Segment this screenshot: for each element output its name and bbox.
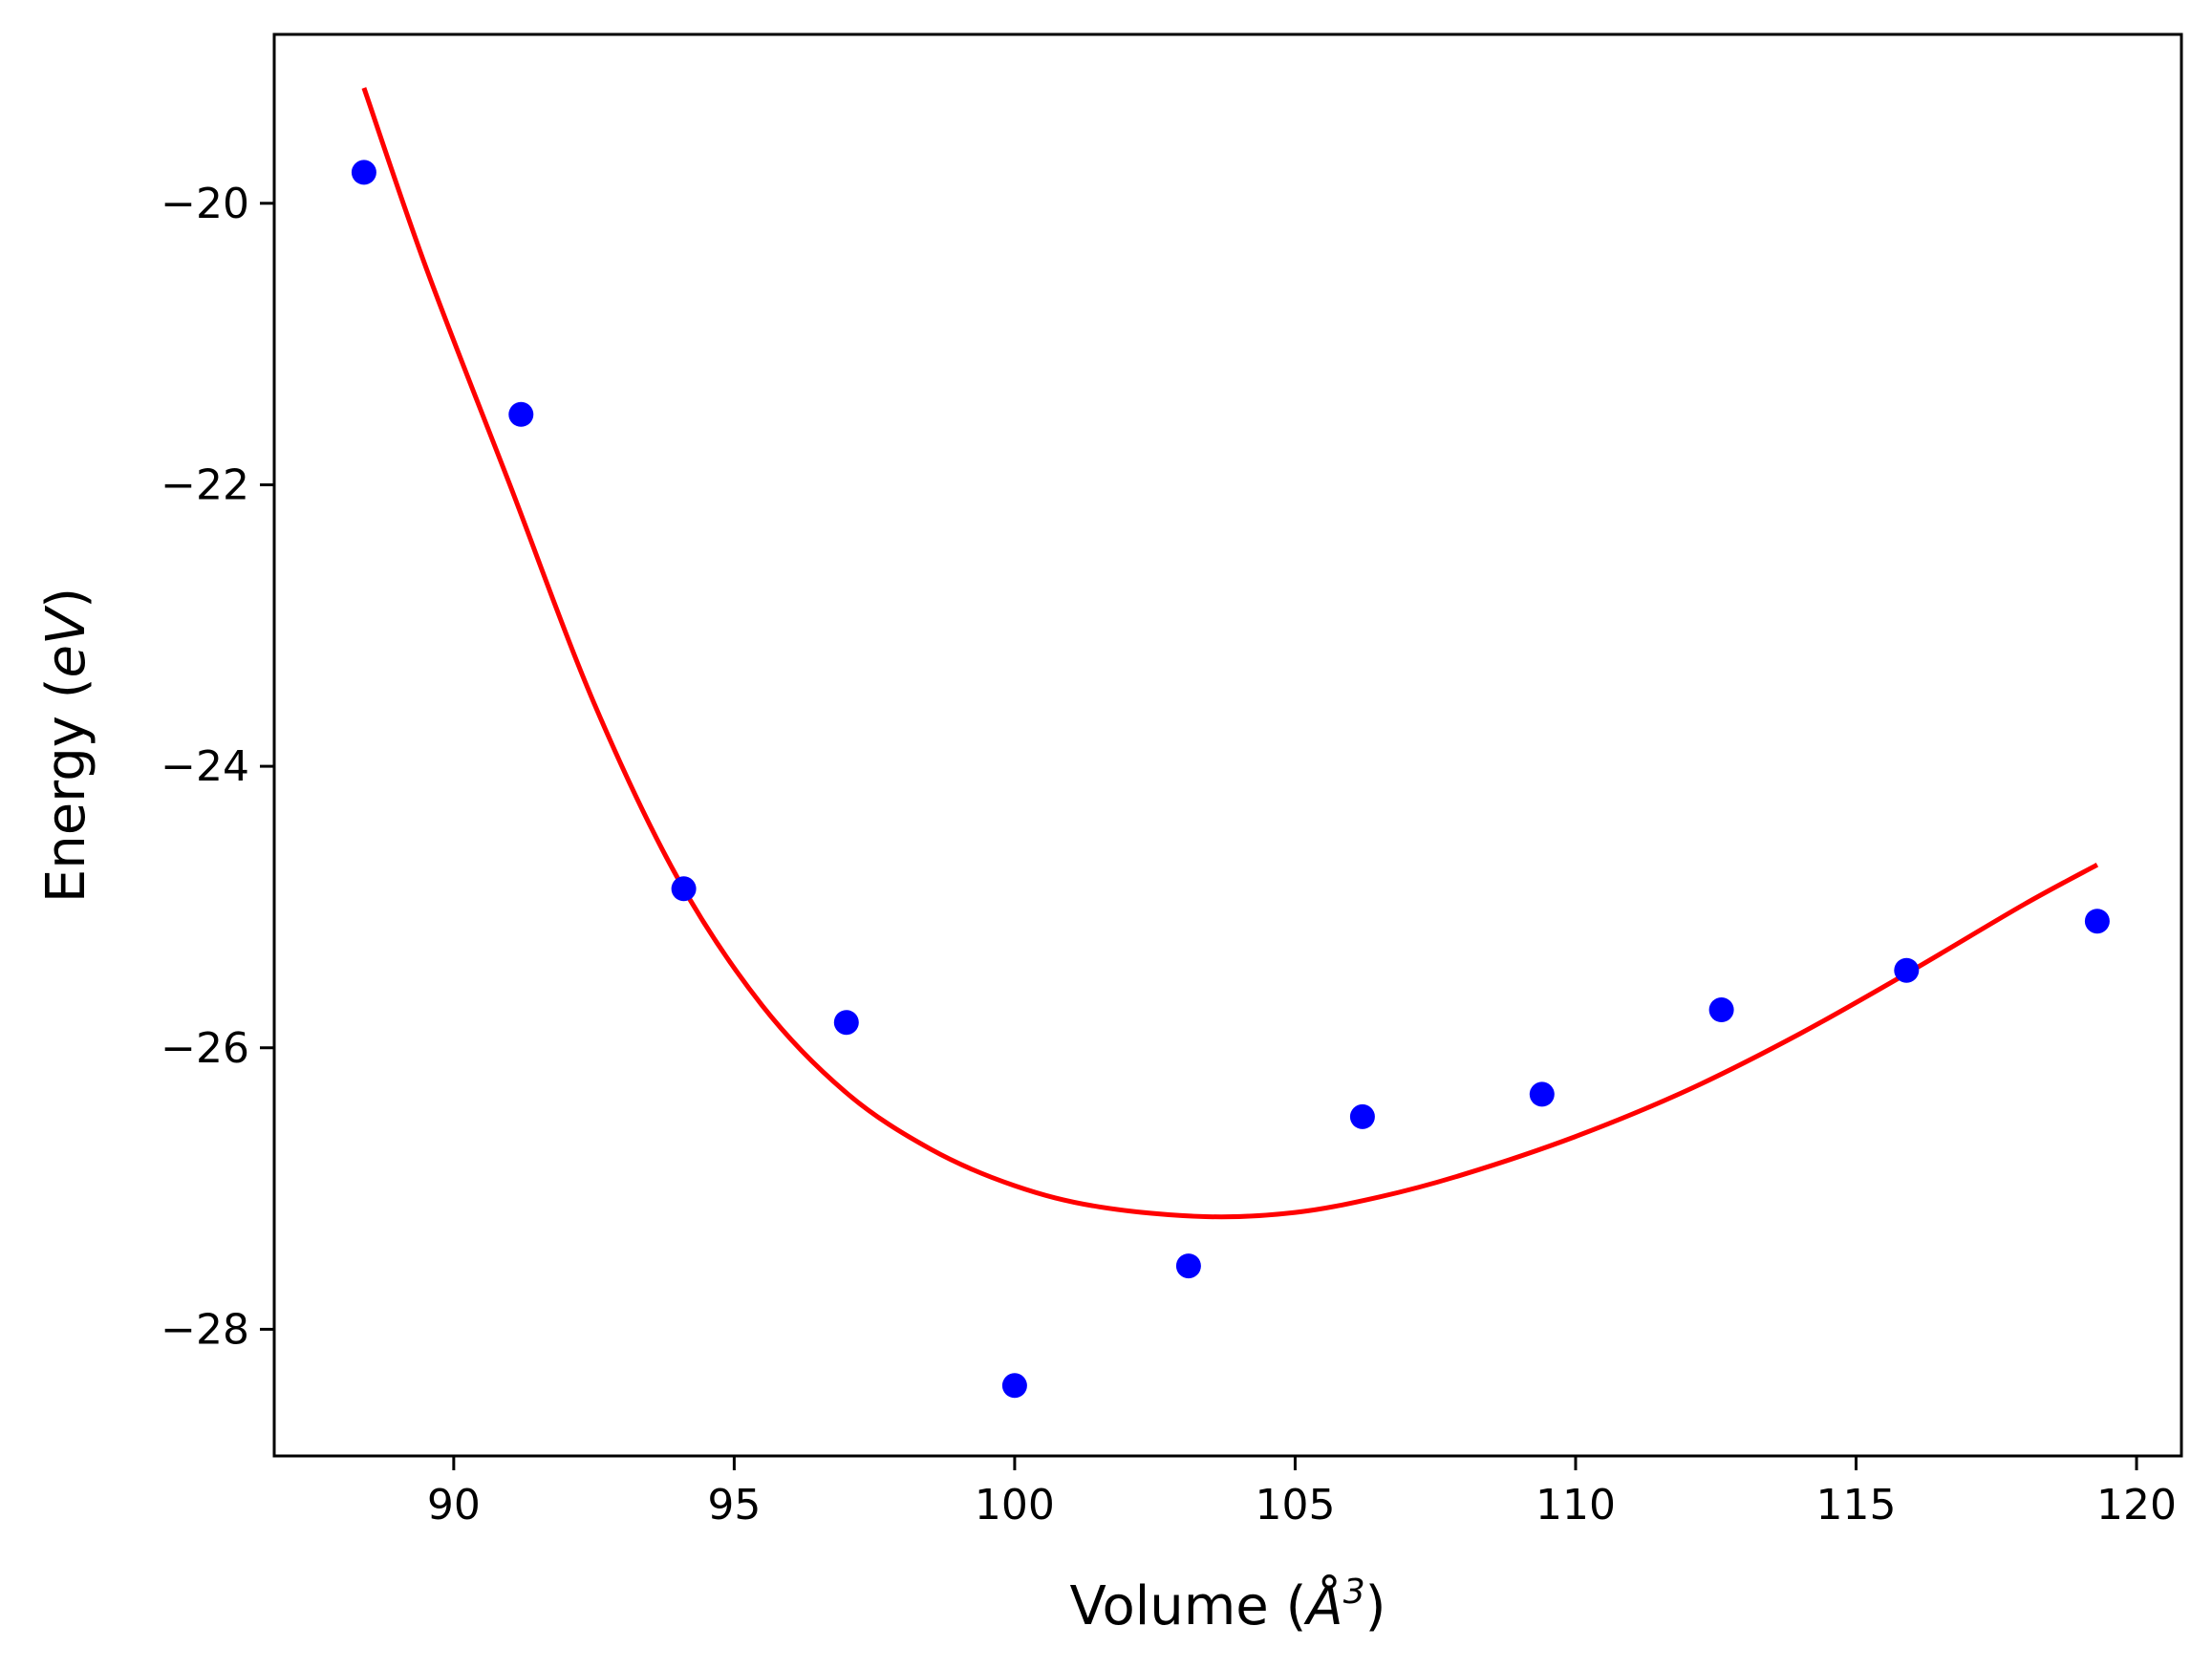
- data-point: [1529, 1081, 1555, 1107]
- data-point: [1175, 1253, 1201, 1279]
- y-tick-label: −20: [161, 180, 249, 228]
- data-point: [671, 876, 697, 902]
- x-axis-ticks: 90 95 100 105 110 115 120: [427, 1456, 2177, 1530]
- data-point: [2084, 909, 2110, 934]
- plot-frame: [272, 32, 2183, 1458]
- data-point: [1001, 1373, 1027, 1399]
- x-axis-label: Volume (Å3): [1069, 1573, 1385, 1637]
- y-tick-label: −28: [161, 1305, 249, 1354]
- data-point: [1708, 997, 1734, 1022]
- fit-curve: [361, 87, 2099, 1220]
- x-tick-label: 100: [975, 1481, 1055, 1530]
- x-tick-label: 110: [1536, 1481, 1616, 1530]
- data-point: [508, 401, 534, 427]
- y-tick-label: −24: [161, 742, 249, 791]
- fit-curve-layer: [361, 87, 2099, 1220]
- y-axis-ticks: −20 −22 −24 −26 −28: [161, 180, 274, 1354]
- data-point: [1349, 1103, 1375, 1129]
- y-axis-label: Energy (eV): [35, 588, 97, 903]
- y-tick-label: −22: [161, 460, 249, 509]
- data-point: [1894, 957, 1920, 983]
- data-point: [833, 1010, 859, 1036]
- x-tick-label: 105: [1255, 1481, 1335, 1530]
- x-tick-label: 120: [2096, 1481, 2177, 1530]
- data-points-layer: [351, 160, 2110, 1399]
- data-point: [351, 160, 376, 185]
- x-tick-label: 90: [427, 1481, 481, 1530]
- x-tick-label: 95: [707, 1481, 761, 1530]
- x-tick-label: 115: [1816, 1481, 1897, 1530]
- y-tick-label: −26: [161, 1024, 249, 1073]
